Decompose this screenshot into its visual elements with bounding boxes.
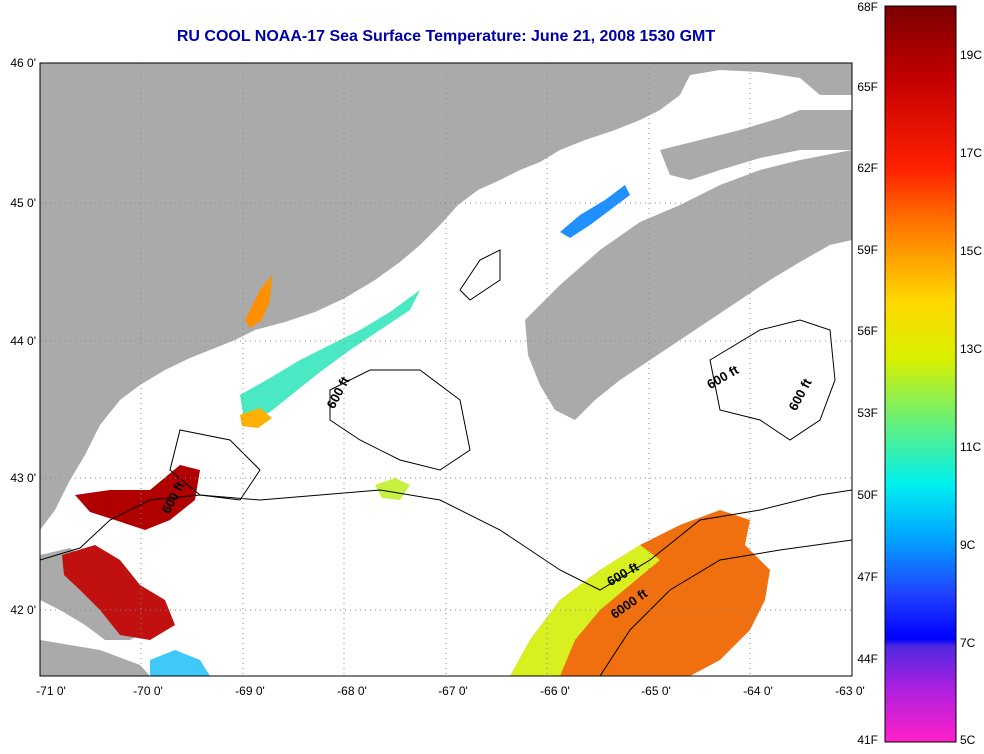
colorbar-c-label: 15C [960, 244, 983, 258]
grid-lines [40, 63, 852, 676]
lon-label: -67 0' [438, 684, 468, 698]
colorbar-f-label: 47F [857, 570, 878, 584]
colorbar-f-label: 41F [857, 733, 878, 747]
sst-patch-maine [240, 290, 420, 425]
colorbar-f-label: 62F [857, 161, 878, 175]
lon-label: -68 0' [337, 684, 367, 698]
lon-label: -70 0' [133, 684, 163, 698]
sst-patch-central [375, 478, 410, 500]
sst-patch-maine-warm [240, 408, 272, 428]
lat-label: 43 0' [10, 471, 36, 485]
lon-label: -69 0' [235, 684, 265, 698]
colorbar-c-label: 9C [960, 538, 976, 552]
colorbar-f-label: 59F [857, 243, 878, 257]
lat-label: 45 0' [10, 196, 36, 210]
lon-label: -71 0' [36, 684, 66, 698]
depth-contours [40, 249, 852, 676]
colorbar-c-label: 19C [960, 48, 983, 62]
colorbar [884, 5, 957, 743]
colorbar-f-label: 56F [857, 324, 878, 338]
lon-label: -66 0' [540, 684, 570, 698]
sst-patch-fundy [560, 185, 630, 238]
sst-patch-capecod-bay [62, 545, 175, 640]
colorbar-f-label: 68F [857, 0, 878, 14]
land-nova-scotia [525, 150, 852, 420]
lon-label: -64 0' [743, 684, 773, 698]
colorbar-f-label: 65F [857, 80, 878, 94]
land-fundy-north [660, 110, 852, 180]
map-frame [39, 62, 853, 677]
sst-patch-massbay [75, 465, 200, 530]
lat-label: 42 0' [10, 603, 36, 617]
colorbar-c-label: 5C [960, 733, 976, 747]
land-mainland [40, 63, 852, 530]
sst-patch-nantucket [150, 650, 210, 676]
colorbar-c-label: 7C [960, 636, 976, 650]
lon-label: -63 0' [835, 684, 865, 698]
colorbar-c-label: 13C [960, 342, 983, 356]
colorbar-c-label: 17C [960, 146, 983, 160]
colorbar-f-label: 53F [857, 406, 878, 420]
sst-patch-coast [245, 275, 272, 328]
lon-label: -65 0' [641, 684, 671, 698]
colorbar-f-label: 44F [857, 652, 878, 666]
colorbar-f-label: 50F [857, 488, 878, 502]
lat-label: 44 0' [10, 334, 36, 348]
colorbar-c-label: 11C [960, 440, 982, 454]
land-south-coast [40, 640, 150, 676]
lat-label: 46 0' [10, 56, 36, 70]
map-title: RU COOL NOAA-17 Sea Surface Temperature:… [176, 28, 716, 45]
